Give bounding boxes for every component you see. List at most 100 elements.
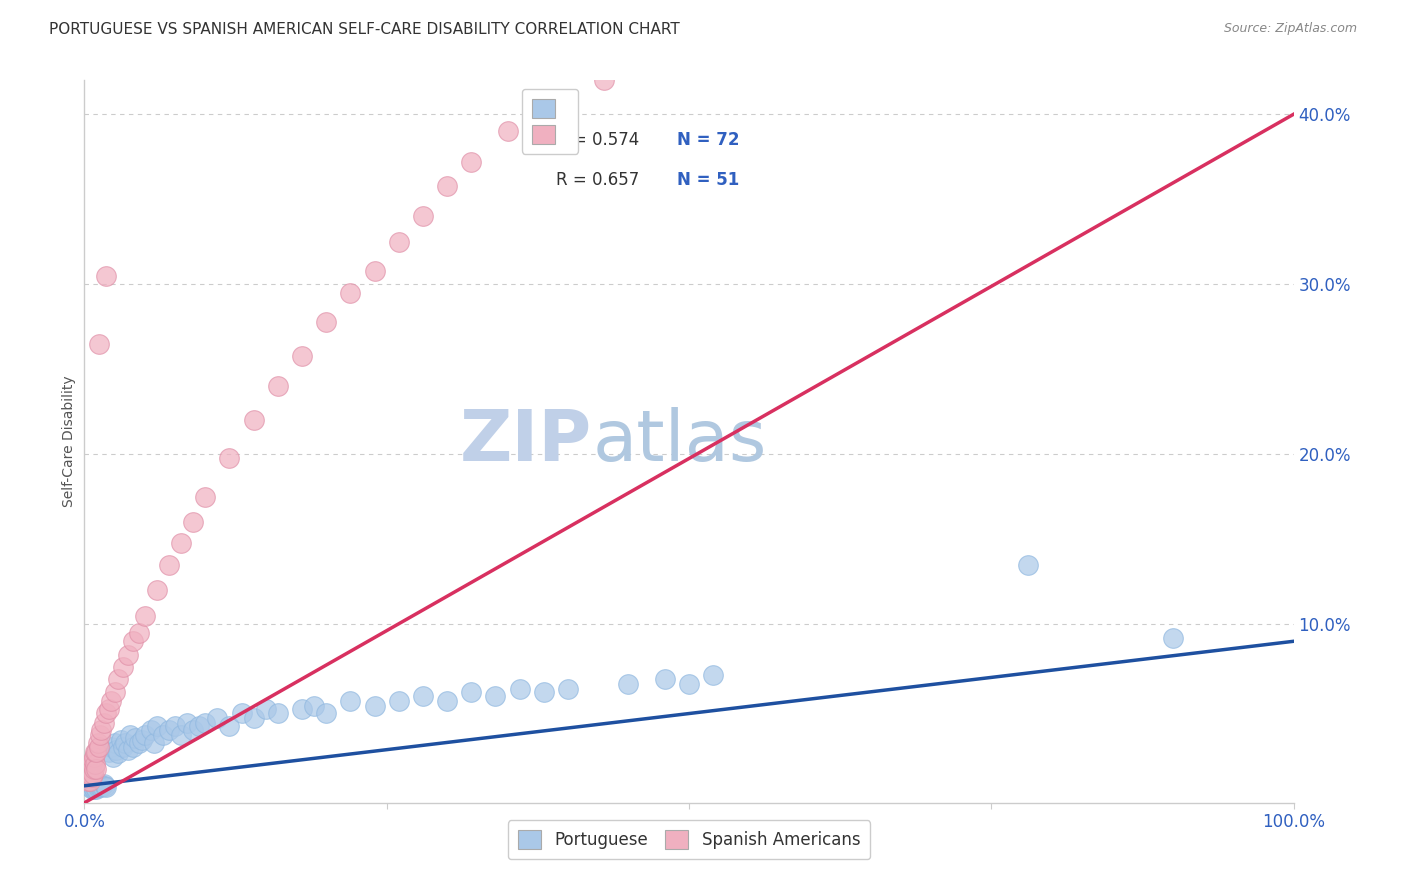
- Point: [533, 99, 555, 113]
- Point: [194, 715, 217, 730]
- Point: [94, 780, 117, 795]
- Point: [79, 780, 101, 795]
- Point: [170, 535, 193, 549]
- Text: Source: ZipAtlas.com: Source: ZipAtlas.com: [1223, 22, 1357, 36]
- Point: [94, 268, 117, 283]
- Point: [89, 728, 111, 742]
- Point: [79, 767, 101, 781]
- Point: [104, 743, 127, 757]
- Text: PORTUGUESE VS SPANISH AMERICAN SELF-CARE DISABILITY CORRELATION CHART: PORTUGUESE VS SPANISH AMERICAN SELF-CARE…: [49, 22, 681, 37]
- Point: [82, 780, 104, 795]
- Point: [131, 732, 153, 747]
- Point: [83, 762, 105, 776]
- Point: [93, 777, 115, 791]
- Point: [83, 750, 105, 764]
- Point: [181, 723, 204, 737]
- Point: [77, 779, 100, 793]
- Point: [89, 777, 111, 791]
- Point: [128, 736, 150, 750]
- Point: [80, 777, 103, 791]
- Point: [388, 235, 411, 249]
- Point: [152, 728, 174, 742]
- Point: [128, 625, 150, 640]
- Point: [82, 779, 104, 793]
- Point: [139, 723, 162, 737]
- Point: [121, 634, 143, 648]
- Point: [412, 209, 434, 223]
- Point: [242, 711, 264, 725]
- Point: [93, 715, 115, 730]
- Point: [157, 558, 180, 572]
- Point: [94, 779, 117, 793]
- Point: [107, 672, 129, 686]
- Point: [77, 767, 100, 781]
- Point: [1161, 631, 1184, 645]
- Point: [242, 413, 264, 427]
- Point: [617, 677, 640, 691]
- Point: [86, 780, 108, 795]
- Point: [77, 773, 100, 788]
- Text: ZIP: ZIP: [460, 407, 592, 476]
- Point: [218, 450, 240, 465]
- Point: [170, 728, 193, 742]
- Point: [339, 694, 361, 708]
- Point: [84, 756, 107, 771]
- Point: [84, 745, 107, 759]
- Point: [117, 743, 139, 757]
- Point: [86, 736, 108, 750]
- Point: [77, 770, 100, 784]
- Point: [678, 677, 700, 691]
- Point: [460, 154, 482, 169]
- Point: [97, 702, 120, 716]
- Text: N = 72: N = 72: [676, 131, 740, 149]
- Point: [484, 689, 506, 703]
- Point: [121, 739, 143, 754]
- Point: [1017, 558, 1039, 572]
- Point: [84, 780, 107, 795]
- Point: [557, 681, 579, 696]
- Point: [363, 263, 385, 277]
- Point: [87, 739, 110, 754]
- Point: [90, 723, 112, 737]
- Point: [114, 736, 136, 750]
- Point: [702, 668, 724, 682]
- Point: [176, 715, 198, 730]
- Point: [124, 731, 146, 746]
- Point: [83, 777, 105, 791]
- Point: [363, 698, 385, 713]
- Point: [110, 732, 132, 747]
- Point: [80, 782, 103, 797]
- Point: [593, 73, 616, 87]
- Point: [181, 516, 204, 530]
- Point: [165, 719, 187, 733]
- Point: [90, 780, 112, 795]
- Point: [654, 672, 676, 686]
- Point: [80, 770, 103, 784]
- Point: [291, 349, 314, 363]
- Point: [134, 608, 156, 623]
- Point: [104, 736, 127, 750]
- Point: [218, 719, 240, 733]
- Legend: Portuguese, Spanish Americans: Portuguese, Spanish Americans: [508, 821, 870, 860]
- Point: [79, 760, 101, 774]
- Text: R = 0.574: R = 0.574: [555, 131, 640, 149]
- Point: [143, 736, 166, 750]
- Point: [533, 685, 555, 699]
- Point: [82, 767, 104, 781]
- Point: [84, 779, 107, 793]
- Point: [91, 779, 114, 793]
- Text: R = 0.657: R = 0.657: [555, 171, 640, 189]
- Point: [188, 719, 211, 733]
- Point: [315, 315, 337, 329]
- Point: [146, 719, 169, 733]
- Y-axis label: Self-Care Disability: Self-Care Disability: [62, 376, 76, 508]
- Point: [412, 689, 434, 703]
- Point: [460, 685, 482, 699]
- Point: [112, 739, 135, 754]
- Point: [79, 773, 101, 788]
- Text: N = 51: N = 51: [676, 171, 740, 189]
- Point: [86, 782, 108, 797]
- Point: [436, 178, 458, 193]
- Point: [315, 706, 337, 720]
- Point: [100, 694, 122, 708]
